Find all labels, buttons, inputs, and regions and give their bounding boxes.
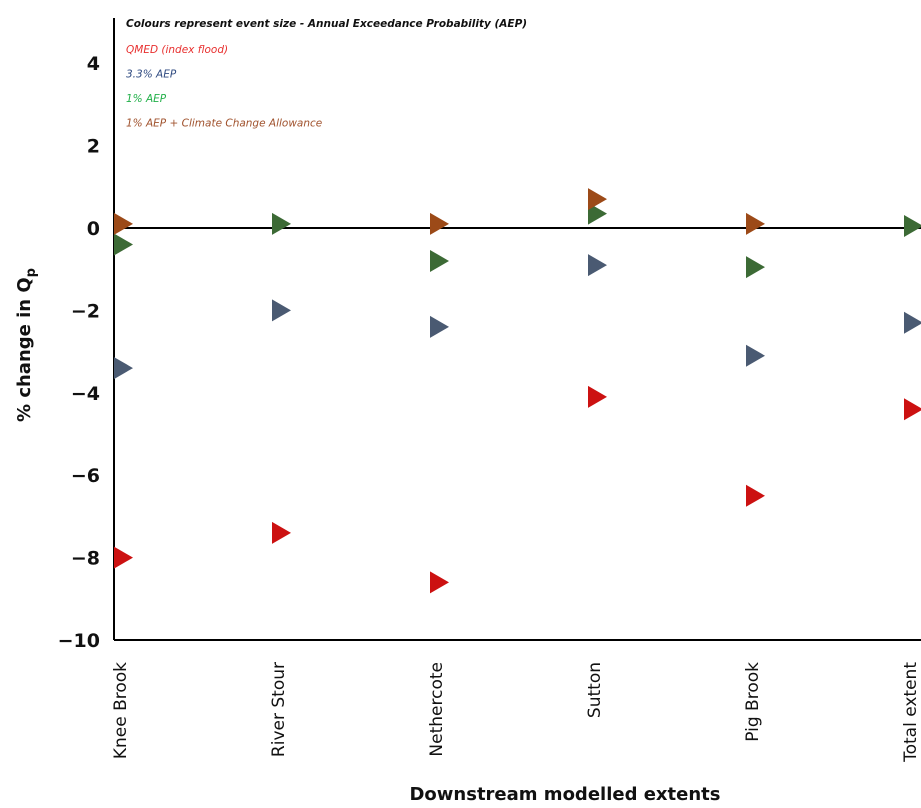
legend-entry: 3.3% AEP xyxy=(126,69,177,81)
marker-series-1-5 xyxy=(904,311,921,334)
y-axis-ticks: 4 2 0 −2 −4 −6 −8 −10 xyxy=(58,53,100,652)
marker-series-1-1 xyxy=(272,299,291,322)
marker-series-0-4 xyxy=(746,484,765,507)
marker-series-1-0 xyxy=(114,357,133,380)
marker-series-1-3 xyxy=(588,254,607,277)
marker-series-0-2 xyxy=(430,571,449,594)
x-category-label: Nethercote xyxy=(427,662,447,757)
marker-series-0-0 xyxy=(114,546,133,569)
x-axis-categories: Knee Brook River Stour Nethercote Sutton Pig… xyxy=(111,662,921,763)
marker-series-0-3 xyxy=(588,385,607,408)
y-tick-label: 2 xyxy=(87,136,100,158)
marker-series-2-4 xyxy=(746,256,765,279)
x-category-label: River Stour xyxy=(269,662,289,757)
y-axis-title-subscript: p xyxy=(24,268,39,277)
y-tick-label: 4 xyxy=(87,53,100,75)
marker-series-2-5 xyxy=(904,214,921,237)
marker-series-3-4 xyxy=(746,212,765,235)
legend: Colours represent event size - Annual Ex… xyxy=(126,18,527,130)
legend-entry: 1% AEP + Climate Change Allowance xyxy=(126,118,322,130)
y-axis-title: % change in Qp xyxy=(14,268,39,422)
x-category-label: Knee Brook xyxy=(111,662,131,759)
marker-series-2-2 xyxy=(430,249,449,272)
y-tick-label: −4 xyxy=(71,383,100,405)
x-category-label: Sutton xyxy=(585,662,605,718)
marker-series-3-2 xyxy=(430,212,449,235)
marker-series-0-5 xyxy=(904,398,921,421)
y-tick-label: −10 xyxy=(58,630,100,652)
y-tick-label: −8 xyxy=(71,548,100,570)
x-category-label: Total extent xyxy=(901,662,921,763)
marker-series-1-2 xyxy=(430,315,449,338)
y-axis-title-text: % change in Q xyxy=(14,277,35,422)
marker-series-3-0 xyxy=(114,212,133,235)
marker-series-2-0 xyxy=(114,233,133,256)
marker-series-2-3 xyxy=(588,202,607,225)
marker-series-0-1 xyxy=(272,521,291,544)
x-category-label: Pig Brook xyxy=(743,662,763,742)
marker-series-2-1 xyxy=(272,212,291,235)
y-tick-label: −6 xyxy=(71,465,100,487)
y-tick-label: 0 xyxy=(87,218,100,240)
legend-title: Colours represent event size - Annual Ex… xyxy=(126,18,527,30)
x-axis-title: Downstream modelled extents xyxy=(409,784,720,805)
legend-entry: 1% AEP xyxy=(126,93,167,105)
data-markers xyxy=(114,188,921,594)
legend-entry: QMED (index flood) xyxy=(126,44,228,56)
marker-series-3-3 xyxy=(588,188,607,211)
y-tick-label: −2 xyxy=(71,300,100,322)
marker-series-1-4 xyxy=(746,344,765,367)
